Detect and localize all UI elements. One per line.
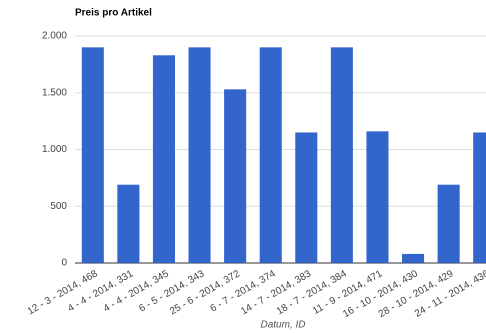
chart-title: Preis pro Artikel — [75, 8, 152, 19]
bar — [402, 253, 425, 263]
bar — [259, 47, 282, 263]
bar — [473, 132, 486, 263]
bar — [81, 47, 104, 263]
y-tick-label: 500 — [50, 201, 67, 212]
y-tick-label: 1.500 — [42, 87, 67, 98]
bar — [437, 184, 460, 263]
bar — [224, 89, 247, 263]
bar — [117, 184, 140, 263]
x-axis-title: Datum, ID — [260, 320, 305, 331]
bar — [152, 55, 175, 263]
y-tick-label: 0 — [61, 258, 67, 269]
bar — [295, 132, 318, 263]
bar — [366, 131, 389, 263]
y-tick-label: 1.000 — [42, 144, 67, 155]
bar — [330, 47, 353, 263]
y-tick-label: 2.000 — [42, 31, 67, 42]
bar — [188, 47, 211, 263]
